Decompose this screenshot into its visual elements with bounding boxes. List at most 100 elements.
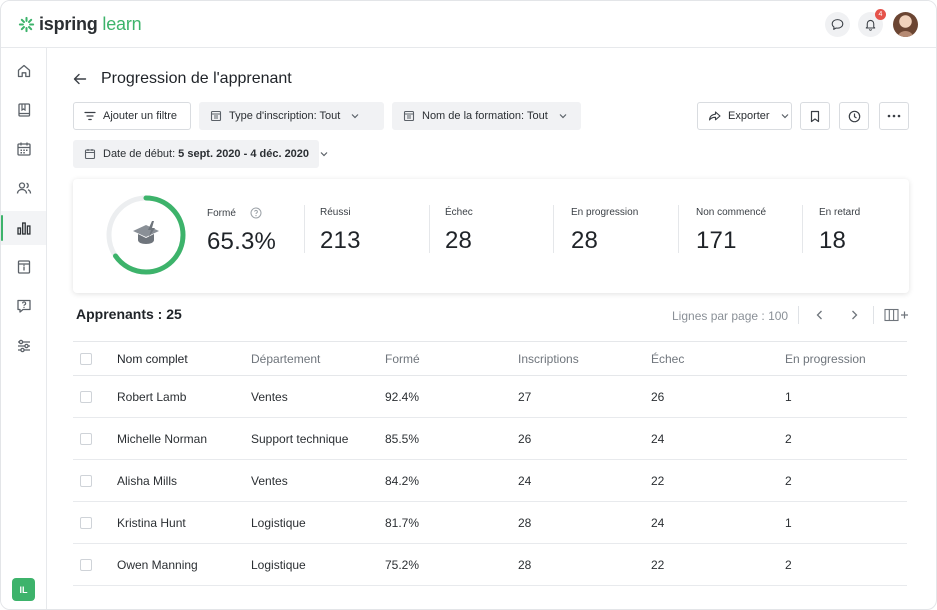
sidebar: IL (1, 48, 47, 609)
ispring-logo[interactable]: ispring learn (18, 13, 142, 35)
home-icon (17, 64, 30, 78)
stat-not-started: Non commencé 171 (696, 207, 766, 255)
start-date-dropdown[interactable]: Date de début: 5 sept. 2020 - 4 déc. 202… (73, 140, 328, 168)
trained-progress-ring (106, 195, 186, 275)
sidebar-item-info[interactable] (1, 250, 46, 284)
sidebar-item-home[interactable] (1, 54, 46, 88)
cell-enrollments: 27 (518, 375, 651, 418)
column-header-department[interactable]: Département (251, 341, 385, 376)
users-icon (16, 182, 31, 194)
stat-overdue: En retard 18 (819, 207, 860, 255)
chevron-down-icon (350, 111, 360, 121)
cell-full-name: Robert Lamb (117, 375, 251, 418)
stat-value: 65.3% (207, 228, 277, 255)
page-title: Progression de l'apprenant (101, 70, 292, 87)
sidebar-item-calendar[interactable] (1, 132, 46, 166)
stat-trained: Formé 65.3% (207, 207, 276, 256)
next-page-button[interactable] (847, 308, 861, 322)
cell-failed: 24 (651, 417, 785, 460)
column-header-trained[interactable]: Formé (385, 341, 518, 376)
more-options-button[interactable] (879, 102, 909, 130)
add-column-icon (884, 308, 908, 322)
bookmark-button[interactable] (800, 102, 830, 130)
cell-full-name: Owen Manning (117, 543, 251, 586)
sidebar-item-settings[interactable] (1, 329, 46, 363)
calendar-icon (16, 142, 31, 156)
cell-trained: 75.2% (385, 543, 518, 586)
columns-config-button[interactable] (884, 308, 910, 322)
table-row[interactable]: Michelle Norman Support technique 85.5% … (73, 417, 907, 460)
toolbar-divider (798, 306, 799, 324)
arrow-left-icon (73, 73, 87, 85)
chevron-down-icon (558, 111, 568, 121)
chevron-down-icon (780, 111, 790, 121)
add-filter-button[interactable]: Ajouter un filtre (73, 102, 191, 130)
export-button[interactable]: Exporter (697, 102, 792, 130)
calendar-small-icon (403, 110, 415, 122)
cell-department: Logistique (251, 501, 385, 544)
row-checkbox[interactable] (80, 559, 92, 572)
help-circle-icon[interactable] (250, 207, 262, 219)
export-label: Exporter (728, 110, 770, 122)
share-arrow-icon (708, 110, 721, 122)
cell-full-name: Kristina Hunt (117, 501, 251, 544)
enrollment-type-label: Type d'inscription: Tout (229, 110, 341, 122)
column-header-in-progress[interactable]: En progression (785, 341, 907, 376)
table-row[interactable]: Owen Manning Logistique 75.2% 28 22 2 (73, 543, 907, 586)
chevron-down-icon (319, 149, 329, 159)
ispring-logo-icon (18, 16, 35, 32)
schedule-button[interactable] (839, 102, 869, 130)
stat-divider (553, 205, 554, 253)
course-name-label: Nom de la formation: Tout (422, 110, 548, 122)
column-header-enrollments[interactable]: Inscriptions (518, 341, 651, 376)
table-row[interactable]: Robert Lamb Ventes 92.4% 27 26 1 (73, 375, 907, 418)
row-checkbox[interactable] (80, 433, 92, 446)
select-all-checkbox[interactable] (80, 353, 92, 366)
stat-failed: Échec 28 (445, 207, 473, 255)
chat-button[interactable] (825, 12, 850, 37)
user-avatar[interactable] (893, 12, 918, 37)
cell-in-progress: 1 (785, 501, 907, 544)
table-row[interactable]: Alisha Mills Ventes 84.2% 24 22 2 (73, 459, 907, 502)
cell-in-progress: 2 (785, 543, 907, 586)
sidebar-item-reports[interactable] (1, 211, 46, 245)
cell-trained: 84.2% (385, 459, 518, 502)
stats-card: Formé 65.3% Réussi 213 Échec 28 En progr… (73, 179, 909, 293)
stat-passed: Réussi 213 (320, 207, 361, 255)
toolbar-divider (873, 306, 874, 324)
sidebar-item-help[interactable] (1, 289, 46, 323)
row-checkbox[interactable] (80, 517, 92, 530)
table-header-row: Nom complet Département Formé Inscriptio… (73, 341, 907, 376)
logo-text: ispring learn (39, 14, 142, 35)
column-header-failed[interactable]: Échec (651, 341, 785, 376)
stat-label: Formé (207, 207, 236, 219)
cell-department: Ventes (251, 375, 385, 418)
stat-label: En progression (571, 207, 639, 218)
calendar-small-icon (84, 148, 96, 160)
info-icon (17, 260, 30, 274)
back-button[interactable] (72, 71, 88, 87)
cell-trained: 85.5% (385, 417, 518, 460)
stat-in-progress: En progression 28 (571, 207, 638, 255)
stat-label: Réussi (320, 207, 351, 218)
cell-full-name: Alisha Mills (117, 459, 251, 502)
user-initials-badge[interactable]: IL (12, 578, 35, 601)
cell-in-progress: 2 (785, 459, 907, 502)
enrollment-type-dropdown[interactable]: Type d'inscription: Tout (199, 102, 384, 130)
notifications-button[interactable]: 4 (858, 9, 886, 37)
row-checkbox[interactable] (80, 391, 92, 404)
sidebar-item-users[interactable] (1, 171, 46, 205)
sidebar-item-courses[interactable] (1, 93, 46, 127)
bar-chart-icon (16, 222, 31, 235)
cell-enrollments: 28 (518, 543, 651, 586)
course-name-dropdown[interactable]: Nom de la formation: Tout (392, 102, 581, 130)
top-header: ispring learn 4 (1, 1, 936, 48)
column-header-full-name[interactable]: Nom complet (117, 341, 251, 376)
row-checkbox[interactable] (80, 475, 92, 488)
table-row[interactable]: Kristina Hunt Logistique 81.7% 28 24 1 (73, 501, 907, 544)
stat-value: 213 (320, 227, 361, 254)
prev-page-button[interactable] (813, 308, 827, 322)
rows-per-page-selector[interactable]: Lignes par page : 100 (672, 309, 789, 323)
stat-label: Échec (445, 207, 473, 218)
